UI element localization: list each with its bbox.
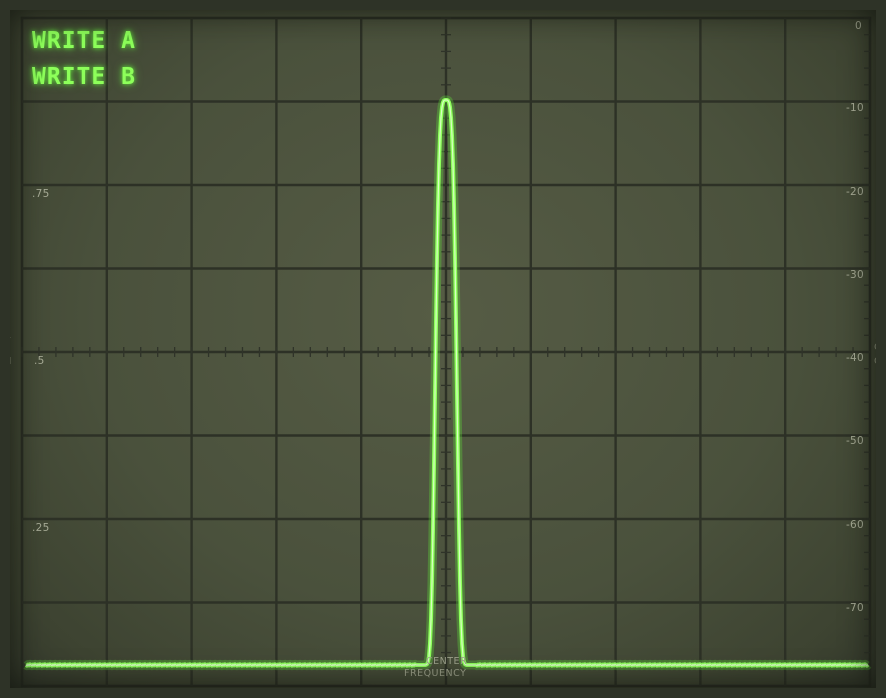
log-edge-letter: O bbox=[874, 342, 882, 353]
readout-write-a: WRITE A bbox=[32, 28, 136, 54]
log-scale-label: -50 bbox=[845, 435, 864, 447]
log-scale-label: 0 bbox=[855, 20, 862, 32]
readout-write-b: WRITE B bbox=[32, 64, 136, 90]
log-edge-letter: G bbox=[874, 356, 882, 367]
log-scale-label: -60 bbox=[845, 519, 864, 531]
lin-edge-letter: I bbox=[6, 342, 9, 353]
reference-level-label: REFERENCE LEVEL bbox=[688, 0, 785, 8]
trace-core bbox=[25, 99, 869, 667]
log-scale-label: -30 bbox=[845, 269, 864, 281]
lin-scale-label: .25 bbox=[32, 522, 50, 534]
center-label: CENTER bbox=[426, 656, 468, 667]
log-scale-label: -70 bbox=[845, 602, 864, 614]
lin-edge-letter: L bbox=[5, 330, 11, 341]
lin-edge-letter: N bbox=[4, 356, 12, 367]
signal-trace bbox=[22, 95, 872, 671]
lin-scale-label: .75 bbox=[32, 188, 50, 200]
lin-scale-label: .5 bbox=[34, 355, 45, 367]
log-scale-label: -40 bbox=[845, 352, 864, 364]
log-scale-label: -20 bbox=[845, 186, 864, 198]
frequency-label: FREQUENCY bbox=[404, 668, 467, 679]
log-edge-letter: L bbox=[875, 330, 881, 341]
log-scale-label: -10 bbox=[845, 102, 864, 114]
